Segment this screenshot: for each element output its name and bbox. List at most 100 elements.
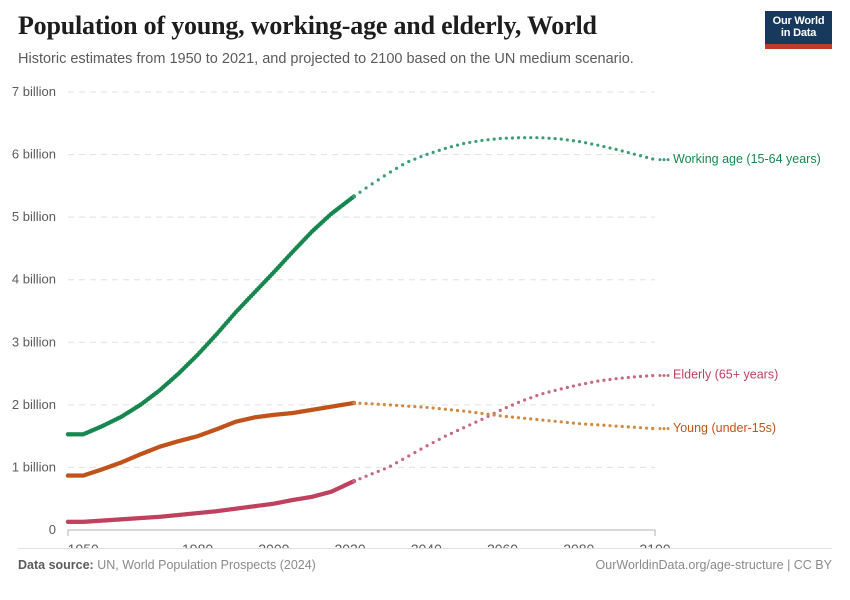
data-point	[492, 413, 496, 417]
x-axis-tick-label: 2020	[334, 541, 365, 548]
line-chart-svg[interactable]: 0 1 billion 2 billion 3 billion 4 billion 5 b…	[0, 78, 850, 548]
data-point	[474, 420, 478, 424]
x-axis-tick-label: 2000	[258, 541, 289, 548]
data-point	[504, 406, 508, 410]
owid-logo-line1: Our World	[772, 14, 825, 27]
data-point	[425, 444, 429, 448]
data-point	[443, 407, 447, 411]
data-point	[480, 138, 484, 143]
series-historic	[65, 478, 357, 525]
data-point	[584, 381, 588, 386]
data-point	[620, 376, 624, 380]
data-point	[455, 428, 460, 433]
data-point	[577, 139, 582, 144]
data-point	[407, 454, 411, 458]
data-point	[510, 415, 515, 419]
series-legend-label[interactable]: Young (under-15s)	[673, 421, 776, 435]
data-point	[431, 440, 435, 445]
series-projection	[352, 136, 655, 199]
owid-logo[interactable]: Our World in Data	[765, 11, 832, 49]
x-axis-tick-label: 2080	[563, 541, 594, 548]
data-point	[455, 143, 460, 147]
series-legend-label[interactable]: Elderly (65+ years)	[673, 368, 778, 382]
data-point	[632, 375, 637, 379]
data-point	[626, 375, 630, 380]
data-point	[413, 405, 417, 409]
x-axis-tick-label: 2040	[411, 541, 442, 548]
data-point	[443, 146, 447, 150]
data-point	[602, 378, 606, 382]
data-point	[584, 141, 588, 145]
data-point	[352, 401, 356, 405]
data-point	[401, 457, 405, 461]
data-point	[577, 383, 582, 387]
data-point	[455, 408, 460, 413]
data-point	[553, 419, 557, 423]
data-point	[547, 136, 551, 140]
data-point	[388, 403, 393, 407]
data-point	[480, 411, 484, 416]
series-legend-label[interactable]: Working age (15-64 years)	[673, 152, 821, 166]
data-point	[358, 401, 362, 405]
data-point	[571, 384, 576, 388]
series-historic	[65, 400, 357, 478]
data-point	[443, 434, 447, 438]
data-point	[449, 145, 454, 149]
data-point	[553, 137, 557, 141]
x-axis-tick-label: 2100	[639, 541, 670, 548]
data-point	[492, 137, 496, 141]
chart-header: Population of young, working-age and eld…	[18, 11, 832, 68]
data-point	[516, 400, 521, 405]
data-point	[468, 140, 472, 145]
data-point	[596, 423, 600, 427]
legend-dot-icon	[662, 427, 666, 431]
data-point	[462, 426, 466, 430]
data-point	[382, 467, 386, 471]
data-point	[559, 420, 563, 424]
legend-dot-icon	[662, 373, 666, 377]
data-point	[577, 422, 582, 426]
chart-area: 0 1 billion 2 billion 3 billion 4 billion 5 b…	[0, 78, 850, 548]
data-point	[590, 380, 594, 384]
legend-dot-icon	[666, 427, 670, 431]
data-point	[547, 390, 551, 394]
data-point	[516, 136, 521, 140]
data-point	[425, 405, 429, 410]
data-point	[407, 404, 411, 408]
data-point	[645, 374, 649, 378]
data-point	[486, 412, 490, 416]
data-point	[394, 166, 399, 170]
data-point	[571, 139, 576, 143]
data-point	[498, 136, 502, 141]
y-axis-tick-label: 7 billion	[12, 84, 56, 99]
legend-dot-icon	[666, 158, 670, 162]
data-point	[541, 136, 545, 140]
data-point	[584, 422, 588, 426]
data-point	[358, 477, 362, 481]
data-point	[510, 136, 515, 140]
x-axis-line	[67, 529, 656, 536]
data-point	[364, 474, 368, 478]
series-projection	[352, 401, 655, 431]
data-source-label: Data source:	[18, 558, 94, 572]
data-point	[608, 377, 612, 382]
y-axis-tick-label: 3 billion	[12, 334, 56, 349]
data-point	[388, 464, 393, 468]
data-point	[449, 431, 454, 435]
page-title: Population of young, working-age and eld…	[18, 11, 597, 40]
data-point	[529, 396, 533, 400]
data-point	[382, 174, 386, 178]
data-point	[474, 411, 478, 415]
data-point	[480, 417, 484, 421]
series-projection	[352, 373, 655, 483]
data-point	[370, 402, 374, 406]
data-point	[425, 152, 429, 156]
data-point	[590, 142, 594, 146]
attribution-link[interactable]: OurWorldinData.org/age-structure | CC BY	[595, 558, 832, 572]
data-point	[352, 194, 356, 199]
data-point	[645, 155, 649, 159]
data-point	[419, 155, 423, 159]
data-point	[632, 425, 637, 429]
data-point	[541, 392, 545, 396]
